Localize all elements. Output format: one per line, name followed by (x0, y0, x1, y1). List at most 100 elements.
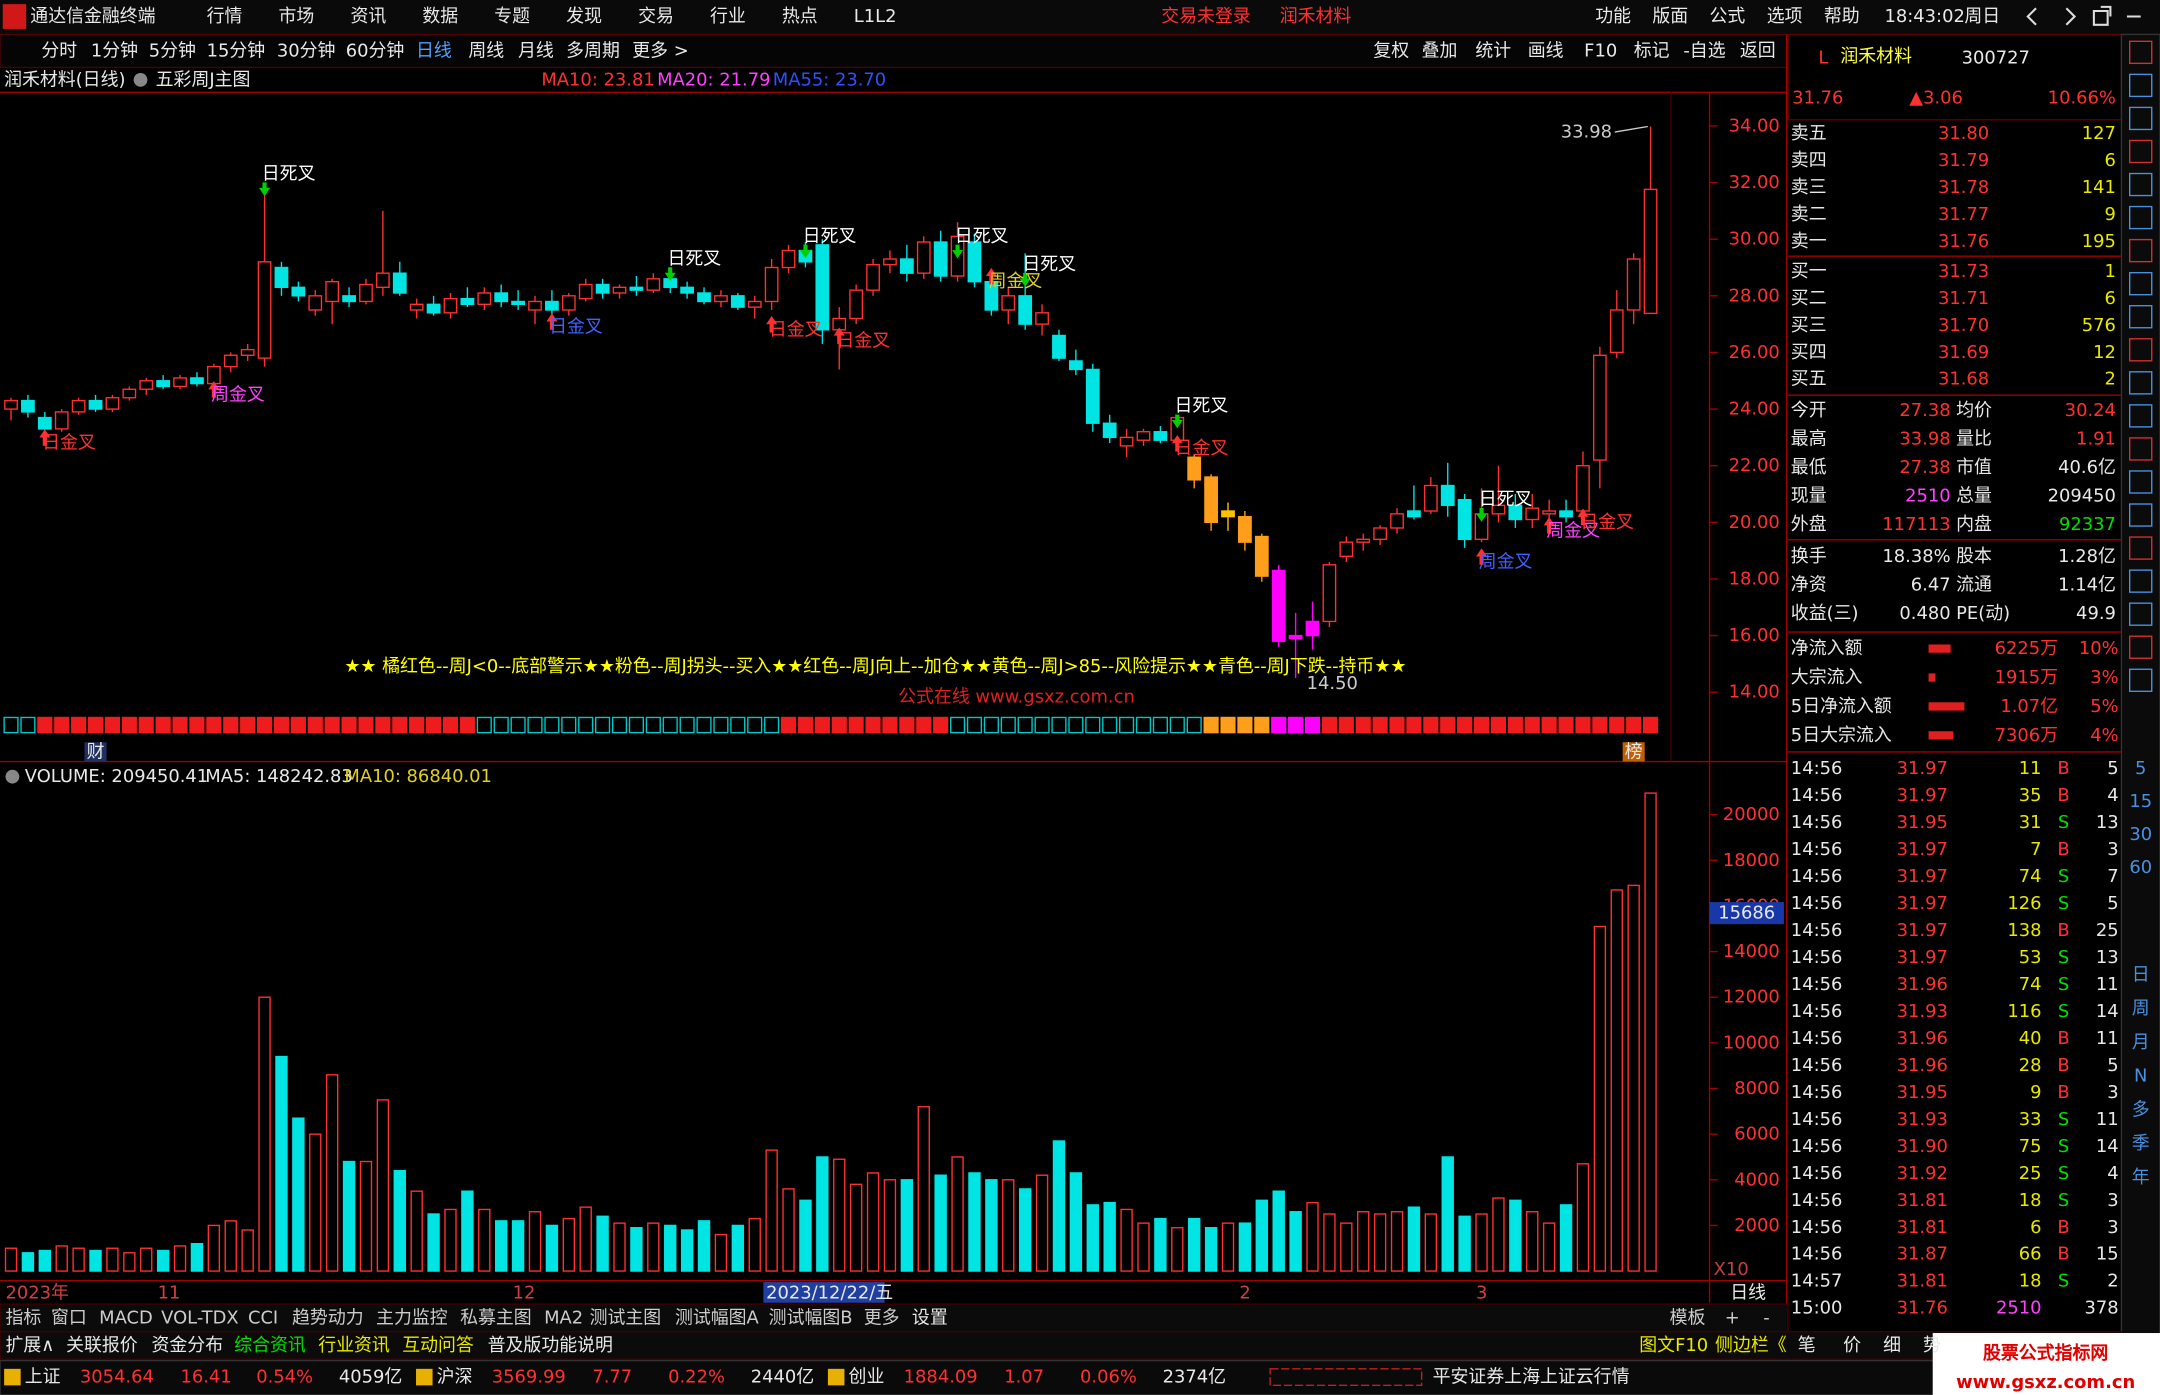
period-tab[interactable]: 周线 (468, 40, 504, 61)
indicator-tab[interactable]: 指标 (6, 1307, 42, 1328)
side-cycle[interactable]: 周 (2132, 998, 2150, 1019)
menu-item[interactable]: 热点 (782, 6, 818, 27)
side-cycle[interactable]: 多 (2132, 1099, 2150, 1120)
side-icon[interactable] (2129, 404, 2153, 428)
side-icon[interactable] (2129, 503, 2153, 527)
indicator-tab[interactable]: 主力监控 (376, 1307, 448, 1328)
side-icon[interactable] (2129, 569, 2153, 593)
side-icon[interactable] (2129, 635, 2153, 659)
side-icon[interactable] (2129, 205, 2153, 230)
period-tab[interactable]: 月线 (518, 40, 554, 61)
side-period[interactable]: 5 (2135, 758, 2146, 779)
menu-item[interactable]: 数据 (422, 6, 458, 27)
side-icon[interactable] (2129, 238, 2153, 263)
period-tab[interactable]: 1分钟 (91, 40, 138, 61)
side-period[interactable]: 60 (2129, 857, 2152, 878)
side-tab[interactable]: 图文F10 (1639, 1335, 1708, 1356)
side-icon[interactable] (2129, 305, 2153, 329)
period-tab[interactable]: 分时 (41, 40, 77, 61)
tool-button[interactable]: 返回 (1740, 40, 1776, 61)
tab-button[interactable]: + (1725, 1307, 1740, 1328)
side-cycle[interactable]: 月 (2132, 1032, 2150, 1053)
menu-item[interactable]: 行业 (710, 6, 746, 27)
tool-button[interactable]: 标记 (1634, 40, 1670, 61)
tick-side: S (2058, 1271, 2069, 1292)
tool-button[interactable]: F10 (1584, 40, 1617, 61)
info-tab[interactable]: 行业资讯 (318, 1335, 390, 1356)
indicator-tab[interactable]: 测试幅图B (769, 1307, 853, 1328)
side-tab[interactable]: 细 (1883, 1335, 1901, 1356)
indicator-tab[interactable]: 私募主图 (460, 1307, 532, 1328)
side-period[interactable]: 15 (2129, 791, 2152, 812)
side-tab[interactable]: 侧边栏《 (1715, 1335, 1787, 1356)
tool-button[interactable]: 画线 (1528, 40, 1564, 61)
side-cycle[interactable]: 年 (2132, 1167, 2150, 1188)
period-tab[interactable]: 60分钟 (346, 40, 405, 61)
tab-button[interactable]: 模板 (1670, 1307, 1706, 1328)
indicator-tab[interactable]: 设置 (912, 1307, 948, 1328)
menu-item[interactable]: 发现 (566, 6, 602, 27)
indicator-tab[interactable]: MACD (99, 1307, 153, 1328)
period-tab[interactable]: 日线 (416, 40, 452, 61)
side-cycle[interactable]: N (2134, 1066, 2147, 1087)
tool-button[interactable]: 叠加 (1422, 40, 1458, 61)
indicator-tab[interactable]: 更多 (864, 1307, 900, 1328)
tool-button[interactable]: 复权 (1373, 40, 1409, 61)
side-icon[interactable] (2129, 437, 2153, 461)
volume-bar (325, 1074, 339, 1272)
info-tab[interactable]: 关联报价 (66, 1335, 138, 1356)
side-icon[interactable] (2129, 139, 2153, 164)
side-cycle[interactable]: 季 (2132, 1133, 2150, 1154)
tool-button[interactable]: 统计 (1475, 40, 1511, 61)
side-tab[interactable]: 势 (1923, 1335, 1941, 1356)
side-icon[interactable] (2129, 536, 2153, 560)
side-icon[interactable] (2129, 668, 2153, 692)
menu-item[interactable]: 专题 (494, 6, 530, 27)
side-icon[interactable] (2129, 338, 2153, 362)
side-icon[interactable] (2129, 371, 2153, 395)
indicator-tab[interactable]: 测试主图 (590, 1307, 662, 1328)
indicator-tab[interactable]: CCI (248, 1307, 278, 1328)
window-controls[interactable] (2026, 5, 2141, 26)
info-tab[interactable]: 普及版功能说明 (488, 1335, 613, 1356)
menu-item[interactable]: 功能 (1595, 6, 1631, 27)
indicator-tab[interactable]: MA2 (544, 1307, 583, 1328)
side-tab[interactable]: 价 (1843, 1335, 1861, 1356)
period-tab[interactable]: 30分钟 (277, 40, 336, 61)
side-icon[interactable] (2129, 602, 2153, 626)
indicator-tab[interactable]: 趋势动力 (292, 1307, 364, 1328)
info-tab[interactable]: 扩展∧ (6, 1335, 55, 1356)
menu-item[interactable]: 市场 (279, 6, 315, 27)
side-icon[interactable] (2129, 73, 2153, 98)
tool-button[interactable]: -自选 (1683, 40, 1725, 61)
period-tab[interactable]: 多周期 (566, 40, 620, 61)
menu-item[interactable]: L1L2 (854, 6, 897, 27)
info-tab[interactable]: 互动问答 (402, 1335, 474, 1356)
volume-bar (21, 1252, 35, 1272)
side-icon[interactable] (2129, 271, 2153, 296)
menu-item[interactable]: 行情 (207, 6, 243, 27)
side-cycle[interactable]: 日 (2132, 964, 2150, 985)
side-tab[interactable]: 笔 (1798, 1335, 1816, 1356)
side-icon[interactable] (2129, 106, 2153, 131)
info-tab[interactable]: 综合资讯 (234, 1335, 306, 1356)
menu-item[interactable]: 选项 (1767, 6, 1803, 27)
period-tab[interactable]: 更多 > (632, 40, 688, 61)
tab-button[interactable]: - (1763, 1307, 1769, 1328)
indicator-tab[interactable]: VOL-TDX (161, 1307, 238, 1328)
period-tab[interactable]: 5分钟 (149, 40, 196, 61)
menu-item[interactable]: 交易 (638, 6, 674, 27)
menu-item[interactable]: 帮助 (1824, 6, 1860, 27)
indicator-tab[interactable]: 窗口 (51, 1307, 87, 1328)
period-tab[interactable]: 15分钟 (207, 40, 266, 61)
menu-item[interactable]: 公式 (1710, 6, 1746, 27)
menu-item[interactable]: 版面 (1652, 6, 1688, 27)
indicator-tab[interactable]: 测试幅图A (675, 1307, 760, 1328)
menu-item[interactable]: 资讯 (350, 6, 386, 27)
signal-square (240, 716, 256, 734)
info-tab[interactable]: 资金分布 (152, 1335, 224, 1356)
side-icon[interactable] (2129, 172, 2153, 197)
side-icon[interactable] (2129, 470, 2153, 494)
side-period[interactable]: 30 (2129, 824, 2152, 845)
side-icon[interactable] (2129, 40, 2153, 65)
